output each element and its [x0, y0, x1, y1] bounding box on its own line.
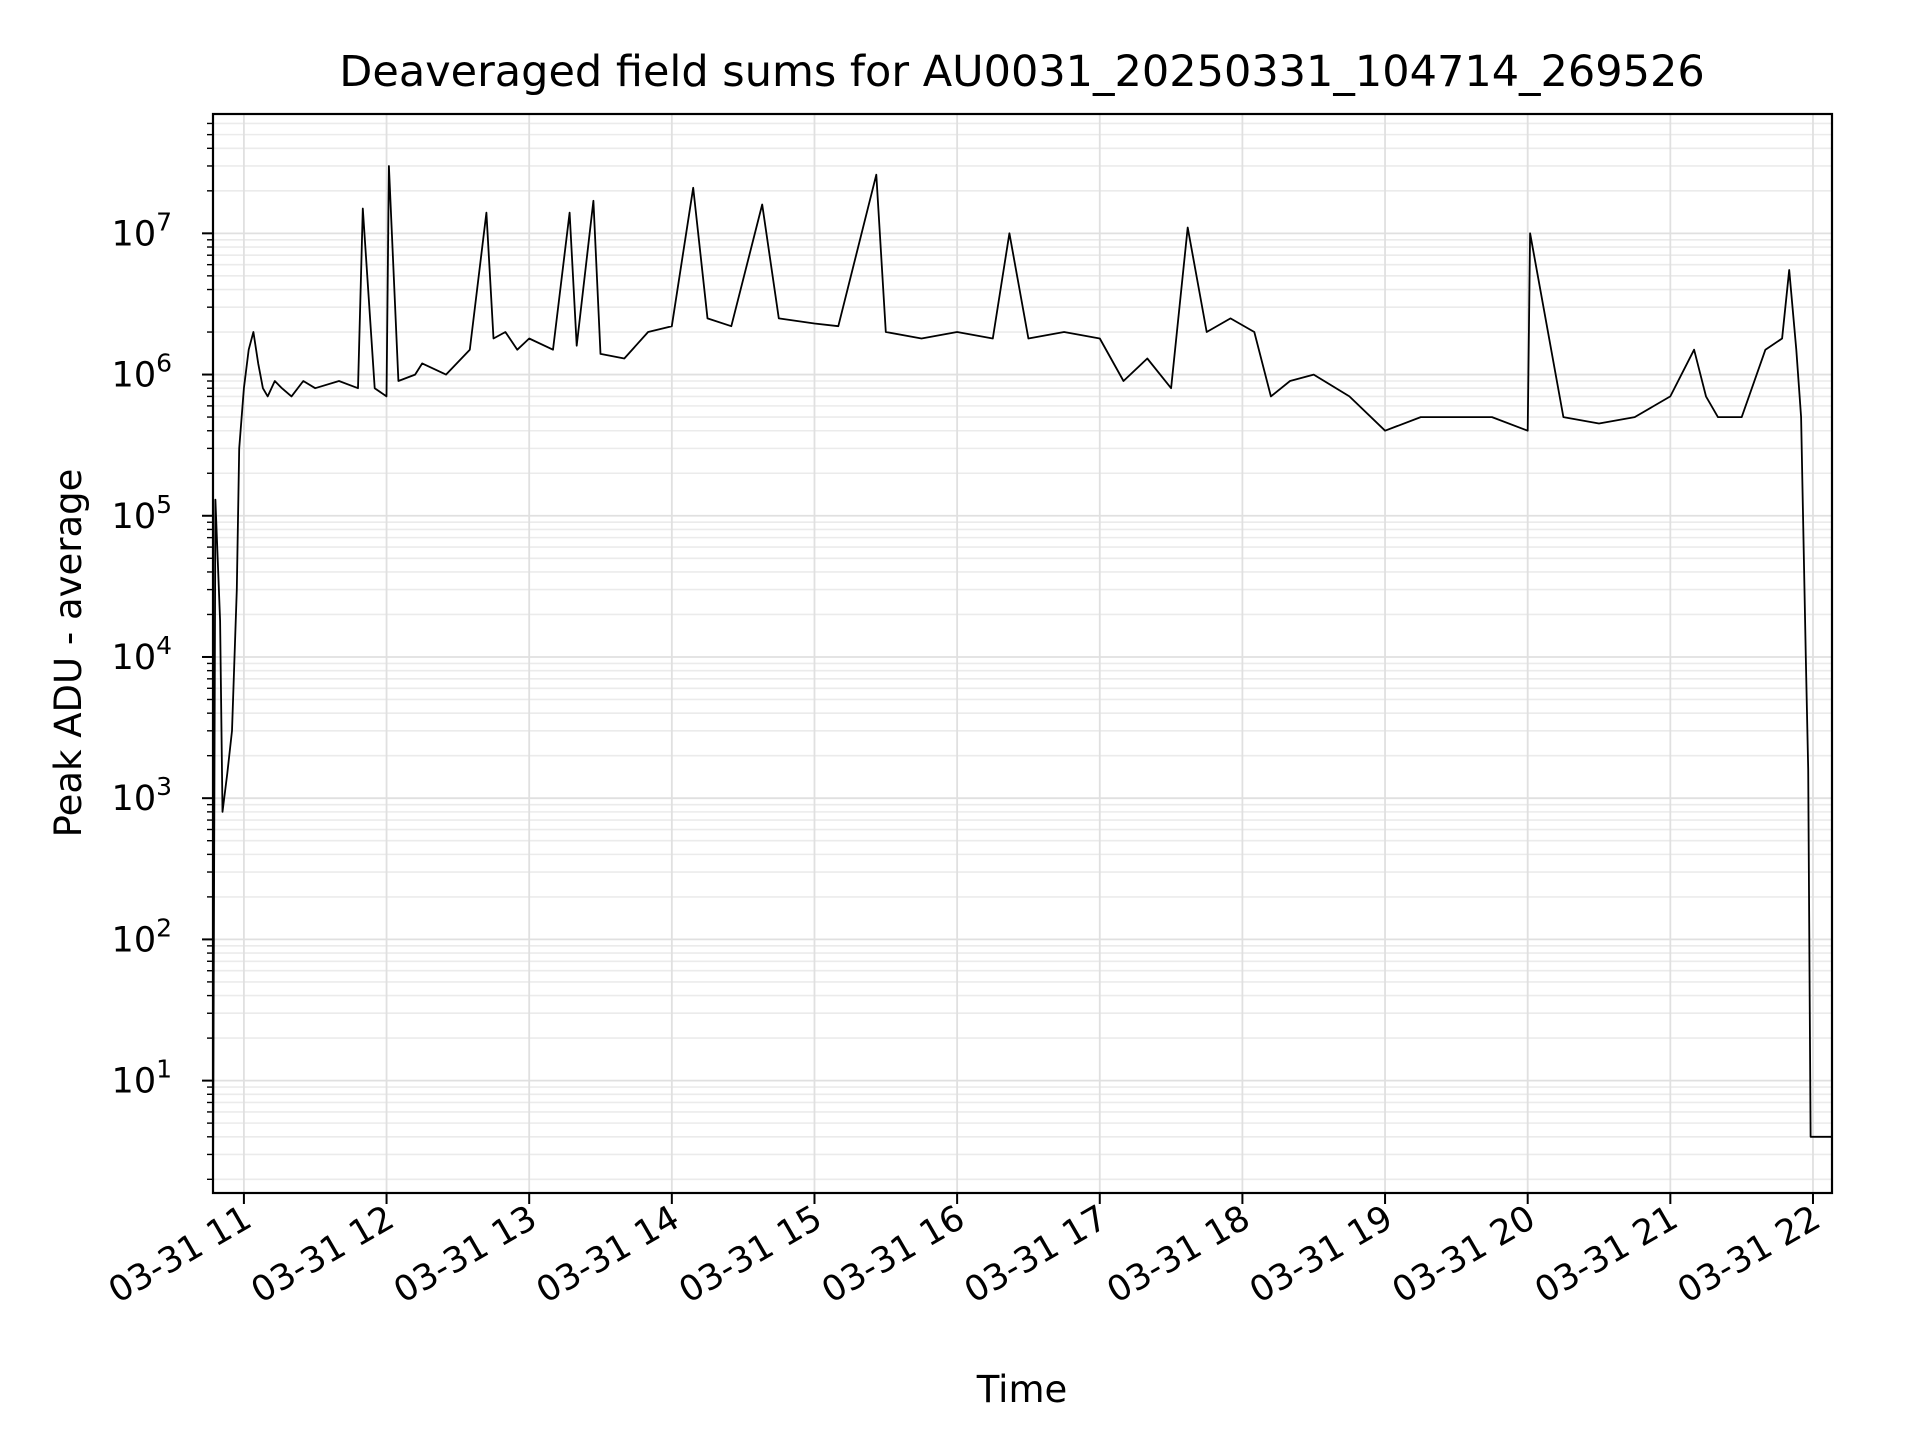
y-tick-label: 106 — [112, 349, 172, 396]
y-tick-label: 101 — [112, 1055, 172, 1102]
x-axis-label: Time — [976, 1368, 1068, 1411]
minor-gridlines — [213, 122, 1832, 1181]
y-axis: 101 102 103 104 105 106 107 — [112, 122, 213, 1181]
y-tick-label: 107 — [112, 207, 172, 254]
y-tick-label: 105 — [112, 490, 172, 537]
axes-frame — [211, 112, 1834, 1195]
y-axis-label: Peak ADU - average — [47, 469, 90, 838]
y-tick-label: 104 — [112, 631, 172, 678]
major-gridlines — [213, 114, 1832, 1193]
series-line — [212, 165, 1832, 1194]
chart-title: Deaveraged field sums for AU0031_2025033… — [339, 47, 1704, 97]
y-tick-label: 103 — [112, 772, 172, 819]
y-tick-label: 102 — [112, 913, 172, 960]
plot-area — [212, 165, 1832, 1194]
